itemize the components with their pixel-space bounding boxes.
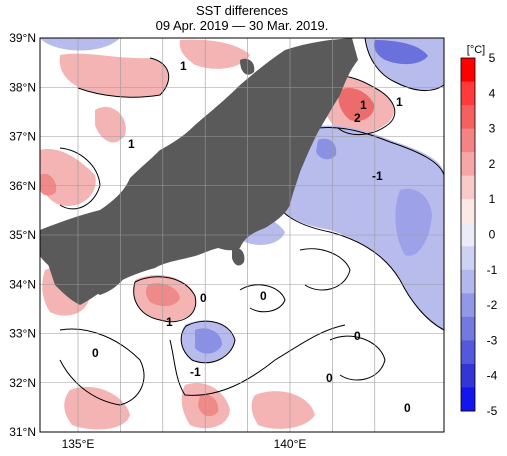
japan-mainland — [40, 38, 358, 305]
warm-core-tohoku — [338, 87, 375, 122]
colorbar-tick-label: 2 — [489, 157, 496, 171]
izu-peninsula — [232, 247, 245, 266]
colorbar-tick-label: 5 — [489, 51, 496, 65]
colorbar-swatch — [461, 128, 475, 153]
contour-label: -1 — [372, 169, 383, 183]
colorbar-tick-label: -1 — [487, 263, 498, 277]
colorbar-swatch — [461, 175, 475, 200]
colorbar-swatch — [461, 105, 475, 130]
colorbar-swatch — [461, 222, 475, 247]
colorbar-swatch — [461, 58, 475, 83]
colorbar-swatch — [461, 199, 475, 224]
colorbar: [°C] 5 4 3 2 1 0 -1 -2 -3 -4 -5 — [460, 44, 498, 418]
cool-anomaly-cores — [195, 40, 432, 354]
contour-line — [275, 199, 444, 331]
colorbar-tick-label: 1 — [489, 192, 496, 206]
colorbar-swatch — [461, 269, 475, 294]
cool-core-boso — [316, 138, 337, 160]
contour-label: 0 — [92, 346, 99, 360]
contour-label: 0 — [200, 291, 207, 305]
colorbar-swatch — [461, 152, 475, 177]
cool-patch-east — [274, 125, 444, 331]
map-frame — [39, 37, 445, 433]
colorbar-tick-label: 3 — [489, 122, 496, 136]
contour-label: 1 — [128, 137, 135, 151]
warm-patch-sw-2 — [64, 386, 130, 430]
warm-core-south — [198, 394, 219, 417]
noto-peninsula — [240, 58, 255, 75]
cool-core-east — [395, 188, 432, 256]
contour-label: 1 — [166, 315, 173, 329]
warm-patch-nw-2 — [95, 106, 126, 143]
longitude-axis: 135°E 140°E — [62, 437, 307, 451]
colorbar-tick-label: -2 — [487, 298, 498, 312]
colorbar-swatch — [461, 363, 475, 388]
contour-label: 1 — [180, 59, 187, 73]
contour-label: 0 — [354, 329, 361, 343]
lat-tick-label: 37°N — [9, 130, 36, 144]
cool-patch-north — [40, 38, 120, 51]
contour-label: -1 — [190, 365, 201, 379]
contour-line — [180, 320, 236, 364]
contour-line — [299, 126, 444, 176]
contour-line — [77, 57, 170, 98]
map-period: 09 Apr. 2019 — 30 Mar. 2019. — [155, 18, 329, 33]
lat-tick-label: 38°N — [9, 80, 36, 94]
sado-island — [321, 78, 333, 92]
lat-tick-label: 33°N — [9, 327, 36, 341]
colorbar-tick-label: -4 — [487, 369, 498, 383]
colorbar-swatch — [461, 293, 475, 318]
contour-label: 1 — [396, 95, 403, 109]
contour-line — [329, 335, 386, 381]
colorbar-tick-label: 0 — [489, 228, 496, 242]
contour-label: 0 — [404, 401, 411, 415]
contour-label: 2 — [354, 111, 361, 125]
contour-line — [59, 147, 101, 210]
lat-tick-label: 31°N — [9, 425, 36, 439]
warm-patch-north — [179, 39, 250, 69]
lat-tick-label: 39°N — [9, 31, 36, 45]
colorbar-tick-label: 4 — [489, 86, 496, 100]
shikoku — [40, 240, 68, 272]
colorbar-tick-label: -3 — [487, 333, 498, 347]
colorbar-swatch — [461, 81, 475, 106]
lat-tick-label: 34°N — [9, 277, 36, 291]
contour-line — [299, 248, 351, 291]
contour-line — [169, 324, 346, 396]
colorbar-frame — [460, 57, 476, 412]
map-title: SST differences — [195, 3, 288, 18]
colorbar-swatch — [461, 246, 475, 271]
lon-tick-label: 140°E — [274, 437, 307, 451]
warm-patch-south-2 — [251, 391, 315, 429]
cool-core-central — [195, 328, 222, 354]
contour-label: 1 — [360, 98, 367, 112]
contour-label: 0 — [326, 371, 333, 385]
contour-line — [239, 284, 286, 313]
lat-tick-label: 36°N — [9, 179, 36, 193]
grid-lines — [40, 38, 444, 432]
warm-core-west — [40, 173, 57, 196]
latitude-axis: 39°N 38°N 37°N 36°N 35°N 34°N 33°N 32°N 31°N — [9, 31, 36, 439]
colorbar-unit: [°C] — [467, 44, 485, 56]
contour-label-group: 1 1 1 2 1 -1 0 0 1 0 -1 0 0 0 — [92, 59, 411, 415]
cool-core-north-east — [373, 40, 428, 65]
lat-tick-label: 35°N — [9, 228, 36, 242]
lat-tick-label: 32°N — [9, 376, 36, 390]
colorbar-tick-label: -5 — [487, 404, 498, 418]
colorbar-swatch — [461, 340, 475, 365]
contour-line — [59, 328, 145, 406]
lon-tick-label: 135°E — [62, 437, 95, 451]
contour-line — [364, 38, 444, 92]
contour-label: 0 — [260, 289, 267, 303]
warm-patch-nw — [59, 53, 169, 98]
contour-line — [133, 276, 197, 323]
colorbar-swatch — [461, 387, 475, 412]
colorbar-swatch — [461, 316, 475, 341]
